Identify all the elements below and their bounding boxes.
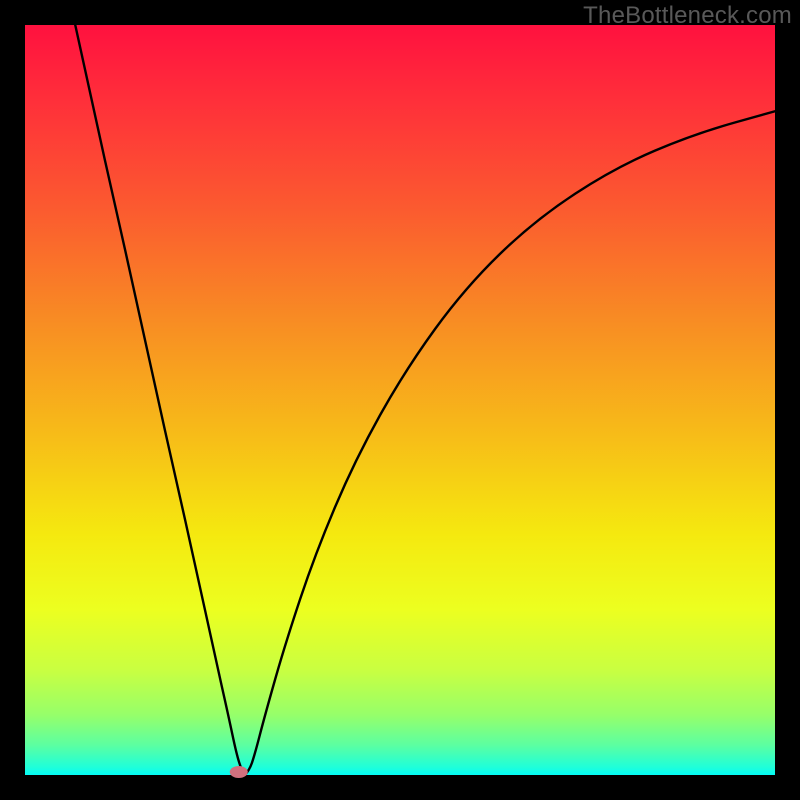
- min-point-marker: [230, 766, 248, 778]
- curve-left-branch: [75, 25, 245, 775]
- curve-right-branch: [245, 111, 775, 775]
- curve-layer: [25, 25, 775, 775]
- chart-frame: TheBottleneck.com: [0, 0, 800, 800]
- plot-area: [25, 25, 775, 775]
